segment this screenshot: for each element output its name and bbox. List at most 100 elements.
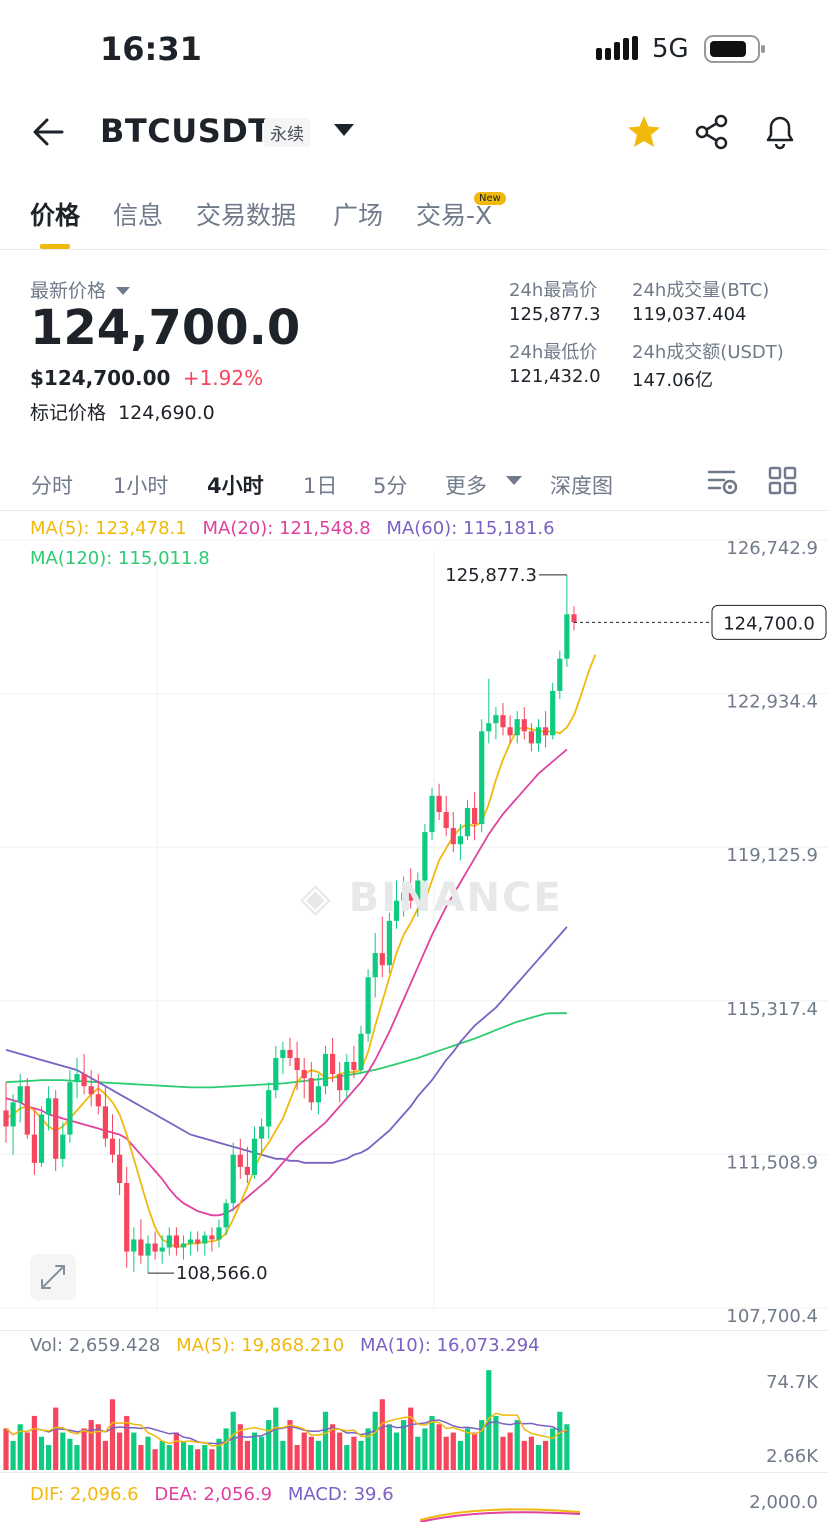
volume-bar	[223, 1428, 229, 1470]
bell-icon[interactable]	[762, 112, 798, 150]
candle-body	[17, 1086, 23, 1103]
depth-chart-tab[interactable]: 深度图	[550, 474, 613, 498]
tab-info[interactable]: 信息	[113, 201, 164, 230]
volume-bar	[251, 1432, 258, 1470]
chart-settings-icon[interactable]	[706, 466, 740, 498]
volume-bar	[17, 1424, 23, 1470]
vol-ma10: MA(10): 16,073.294	[359, 1335, 540, 1356]
candle-body	[557, 658, 563, 691]
interval-more[interactable]: 更多	[445, 474, 487, 498]
latest-price-label[interactable]: 最新价格	[30, 276, 131, 303]
macd-axis: 2,000.0	[749, 1492, 818, 1513]
interval-1h[interactable]: 1小时	[113, 474, 169, 498]
candle-body	[266, 1090, 272, 1127]
volume-bar	[351, 1436, 357, 1470]
volume-ma5-line	[5, 1412, 568, 1447]
interval-4h[interactable]: 4小时	[207, 474, 264, 498]
volume-bar	[287, 1420, 293, 1470]
volume-bar	[464, 1428, 471, 1470]
candle-body	[528, 731, 534, 744]
volume-bar	[294, 1445, 300, 1470]
high-marker-label: 125,877.3	[445, 565, 537, 586]
tab-square[interactable]: 广场	[333, 201, 384, 230]
volume-bar	[493, 1415, 499, 1470]
volume-bar	[401, 1420, 407, 1470]
volume-bar	[422, 1428, 428, 1470]
candle-body	[152, 1243, 158, 1252]
macd-dea: DEA: 2,056.9	[154, 1484, 273, 1505]
usd-price-line: $124,700.00 +1.92%	[30, 366, 263, 390]
volume-bar	[358, 1440, 364, 1470]
ma5-legend: MA(5): 123,478.1	[30, 518, 187, 539]
candle-body	[372, 953, 378, 978]
volume-bar	[173, 1432, 179, 1470]
mark-price-line: 标记价格 124,690.0	[30, 402, 215, 424]
candle-body	[173, 1235, 179, 1248]
high-value: 125,877.3	[509, 304, 601, 325]
candle-body	[95, 1094, 101, 1107]
candle-body	[550, 690, 556, 736]
mark-price: 124,690.0	[118, 402, 215, 424]
volume-chart	[3, 1370, 570, 1470]
candle-body	[24, 1086, 30, 1135]
volume-bar	[102, 1440, 108, 1470]
volume-bar	[244, 1440, 250, 1470]
layout-grid-icon[interactable]	[768, 466, 798, 496]
candle-body	[131, 1239, 137, 1252]
expand-icon	[41, 1265, 65, 1289]
candle-body	[102, 1106, 108, 1139]
tab-trading-data[interactable]: 交易数据	[196, 201, 297, 230]
fullscreen-button[interactable]	[30, 1254, 76, 1300]
macd-lines	[420, 1508, 581, 1522]
low-value: 121,432.0	[509, 366, 601, 387]
star-icon[interactable]	[626, 114, 662, 150]
macd-dif: DIF: 2,096.6	[30, 1484, 139, 1505]
volume-bar	[266, 1420, 272, 1470]
volume-bar	[479, 1420, 485, 1470]
volume-bar	[564, 1424, 570, 1470]
candle-body	[457, 836, 463, 845]
candle-body	[145, 1243, 151, 1256]
volume-bar	[514, 1420, 520, 1470]
volume-bar	[521, 1440, 527, 1470]
tab-price[interactable]: 价格	[30, 201, 81, 230]
candle-body	[344, 1061, 350, 1091]
vol-value: Vol: 2,659.428	[30, 1335, 161, 1356]
volume-bar	[109, 1399, 116, 1470]
candle-body	[109, 1138, 116, 1155]
volume-bar	[386, 1424, 392, 1470]
volume-bar	[365, 1428, 371, 1470]
contract-type-badge: 永续	[264, 118, 310, 147]
volume-bar	[330, 1424, 336, 1470]
volume-bar	[457, 1440, 463, 1470]
volume-ma10-line	[5, 1419, 567, 1445]
volume-bar	[166, 1445, 172, 1470]
volume-bar	[436, 1424, 442, 1470]
interval-1d[interactable]: 1日	[303, 474, 338, 498]
candle-body	[365, 977, 371, 1034]
interval-line[interactable]: 分时	[31, 474, 73, 498]
candlestick-chart[interactable]: 126,742.9 122,934.4 119,125.9 115,317.4 111,…	[0, 510, 828, 1330]
divider	[0, 510, 828, 511]
back-arrow-icon[interactable]	[32, 116, 66, 148]
share-icon[interactable]	[694, 114, 730, 150]
candle-body	[38, 1114, 45, 1163]
network-type: 5G	[652, 34, 689, 64]
volume-bar	[38, 1436, 45, 1470]
volume-bar	[138, 1445, 144, 1470]
volume-bar	[450, 1432, 456, 1470]
candle-body	[422, 832, 428, 881]
candle-body	[180, 1243, 187, 1248]
tab-trade-x[interactable]: 交易-X	[416, 201, 493, 230]
volume-bar	[344, 1445, 350, 1470]
candle-body	[117, 1154, 123, 1183]
interval-5m[interactable]: 5分	[373, 474, 408, 498]
volume-bar	[188, 1445, 194, 1470]
symbol-title[interactable]: BTCUSDT	[100, 112, 271, 150]
dropdown-caret-icon[interactable]	[334, 124, 354, 138]
candle-body	[507, 727, 513, 736]
volume-bar	[535, 1445, 542, 1470]
volume-bar	[202, 1445, 208, 1470]
candle-body	[53, 1098, 59, 1159]
candle-body	[230, 1154, 236, 1204]
